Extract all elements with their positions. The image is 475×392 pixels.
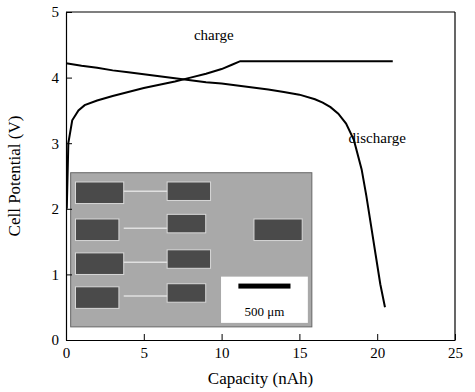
tick: 2 [52,201,73,217]
tick-label: 5 [52,4,60,20]
inset-pad [75,182,123,204]
inset-wire [124,261,167,263]
tick: 20 [370,334,385,361]
tick-mark [66,78,72,79]
inset-pad [254,219,302,241]
tick-mark [144,334,145,340]
inset-pad [167,182,210,200]
tick-label: 1 [52,267,60,283]
tick-label: 4 [52,70,60,86]
tick-label: 0 [63,345,71,361]
scale-bar-line [238,284,290,289]
inset-wire [124,190,167,192]
tick: 15 [292,334,307,361]
tick-label: 3 [52,136,60,152]
tick-mark [66,209,72,210]
inset-image: 500 μm [71,173,312,327]
tick-mark [66,274,72,275]
y-axis-title: Cell Potential (V) [5,116,24,237]
inset-pad [75,287,118,309]
tick-label: 0 [52,332,60,348]
tick-mark [377,334,378,340]
tick-label: 2 [52,201,60,217]
tick: 0 [52,332,73,348]
scale-bar: 500 μm [221,277,308,323]
tick-label: 5 [141,345,149,361]
tick-mark [299,334,300,340]
inset-background [71,173,312,327]
inset-wire [124,227,167,229]
series-line [67,61,393,209]
inset-pad [167,250,210,268]
tick: 10 [215,334,230,361]
tick: 4 [52,70,73,86]
tick: 5 [141,334,149,361]
series-line [66,63,385,307]
series-label: charge [194,27,234,43]
inset-pad [75,219,118,241]
inset-wire [124,295,167,297]
tick-label: 15 [292,345,307,361]
tick-label: 10 [215,345,230,361]
x-axis: 0 5 10 15 20 25 [63,334,463,361]
frame-right [454,12,455,340]
chart: 500 μm 0 5 10 15 20 25 0 1 2 3 4 5 charge discharge Cap… [0,0,475,392]
scale-bar-label: 500 μm [245,304,285,319]
inset-pad [167,214,206,232]
frame-top [66,11,455,12]
lines [66,61,393,307]
inset-pad [167,284,206,302]
axis-line [67,340,456,341]
tick-mark [66,340,72,341]
series-label: discharge [349,130,407,146]
tick-mark [222,334,223,340]
x-axis-title: Capacity (nAh) [208,369,313,388]
tick-label: 20 [370,345,385,361]
inset-pad [75,253,123,275]
tick: 1 [52,267,73,283]
tick-label: 25 [448,345,463,361]
scale-bar-box [221,277,308,323]
y-axis: 0 1 2 3 4 5 [52,4,73,348]
plot-area: 500 μm 0 5 10 15 20 25 0 1 2 3 4 5 charge discharge [52,4,464,360]
